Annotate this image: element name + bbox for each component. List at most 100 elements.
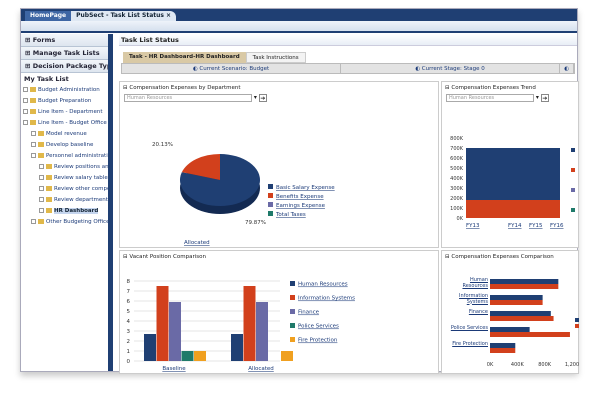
current-stage-link[interactable]: ◐ Current Stage: Stage 0	[341, 64, 560, 73]
expand-icon[interactable]	[23, 120, 28, 125]
expand-icon[interactable]	[23, 98, 28, 103]
tree-item[interactable]: Line Item - Budget Office	[21, 118, 108, 129]
accordion-forms[interactable]: ⊞ Forms	[21, 34, 108, 47]
x-tick[interactable]: FY15	[529, 223, 543, 229]
legend-swatch	[268, 202, 273, 207]
y-tick: 500K	[450, 166, 464, 172]
tree-item[interactable]: Budget Administration	[21, 85, 108, 96]
dropdown-row: Human Resources ▾ ➔	[120, 94, 438, 103]
legend-item[interactable]: Fire Protection	[298, 338, 338, 344]
expand-icon[interactable]	[39, 186, 44, 191]
tree-item[interactable]: Line Item - Department	[21, 107, 108, 118]
y-tick: 1	[127, 349, 131, 355]
x-tick[interactable]: Allocated	[248, 366, 274, 372]
tab-task-list-status[interactable]: PubSect - Task List Status ×	[71, 11, 177, 21]
expand-icon[interactable]	[31, 142, 36, 147]
tree-item[interactable]: Personnel administrative	[21, 151, 108, 162]
tree-item[interactable]: Review salary tables	[21, 173, 108, 184]
expand-icon[interactable]	[23, 87, 28, 92]
y-tick[interactable]: Police Services	[450, 325, 488, 331]
x-tick: 800K	[538, 362, 552, 368]
bar	[194, 351, 206, 361]
page-title: Task List Status	[119, 34, 577, 46]
legend-item[interactable]: Police Services	[298, 324, 339, 330]
expand-icon[interactable]	[23, 109, 28, 114]
panel-vacant-positions: ⊟ Vacant Position Comparison 0 1 2 3 4 5 6 7 8 Ba…	[119, 250, 439, 374]
title: Compensation Expenses Comparison	[451, 254, 554, 260]
folder-icon	[38, 153, 44, 158]
y-tick: 3	[127, 329, 131, 335]
department-dropdown[interactable]: Human Resources	[446, 94, 534, 102]
y-tick[interactable]: Fire Protection	[452, 341, 488, 347]
bar	[490, 295, 543, 300]
tree-item[interactable]: Other Budgeting Office ta	[21, 217, 108, 228]
chevron-down-icon[interactable]: ▾	[253, 94, 257, 101]
x-tick[interactable]: Baseline	[162, 366, 186, 372]
x-tick: 1,200	[565, 362, 579, 368]
accordion-decision-package-types[interactable]: ⊞ Decision Package Types	[21, 60, 108, 73]
expand-icon[interactable]	[31, 131, 36, 136]
y-tick[interactable]: Human Resources	[462, 277, 488, 289]
legend-item[interactable]: Earnings Expense	[276, 203, 326, 209]
tab-hr-dashboard[interactable]: Task - HR Dashboard-HR Dashboard	[123, 52, 246, 63]
tree-item[interactable]: Review department d	[21, 195, 108, 206]
more-status-icon[interactable]: ◐	[560, 64, 574, 73]
bar	[281, 351, 293, 361]
legend-item[interactable]: Total Taxes	[275, 212, 306, 218]
bar	[490, 332, 570, 337]
y-tick[interactable]: Finance	[468, 309, 488, 315]
legend-item[interactable]: Finance	[298, 310, 320, 316]
comparison-chart: 0K 400K 800K 1,200	[487, 279, 579, 368]
legend-item[interactable]: Information Systems	[298, 296, 355, 302]
status-bar: ◐ Current Scenario: Budget ◐ Current Sta…	[121, 63, 575, 74]
expand-icon[interactable]	[39, 175, 44, 180]
go-arrow-button[interactable]: ➔	[540, 94, 549, 102]
title: Compensation Expenses Trend	[451, 85, 536, 91]
panel-comp-comparison: ⊟ Compensation Expenses Comparison 0K 400…	[441, 250, 579, 374]
y-tick: 600K	[450, 156, 464, 162]
tab-homepage[interactable]: HomePage	[25, 11, 72, 21]
expand-icon[interactable]	[39, 208, 44, 213]
tree-item-label: Other Budgeting Office ta	[46, 219, 108, 225]
tree-item[interactable]: Review other compen	[21, 184, 108, 195]
task-tabs: Task - HR Dashboard-HR Dashboard Task In…	[119, 52, 577, 63]
tree-item[interactable]: Model revenue	[21, 129, 108, 140]
panel-title: ⊟ Compensation Expenses Trend	[445, 85, 536, 91]
my-task-list-heading: My Task List	[24, 75, 69, 83]
tab-task-instructions[interactable]: Task Instructions	[245, 52, 306, 63]
y-tick[interactable]: Information Systems	[459, 293, 488, 305]
legend-item[interactable]: Benefits Expense	[276, 194, 324, 200]
expand-icon[interactable]	[31, 219, 36, 224]
tree-item[interactable]: HR Dashboard	[21, 206, 108, 217]
expand-icon[interactable]	[39, 164, 44, 169]
y-tick: 800K	[450, 136, 464, 142]
toolbar	[21, 21, 577, 33]
folder-icon	[46, 175, 52, 180]
accordion-manage-task-lists[interactable]: ⊞ Manage Task Lists	[21, 47, 108, 60]
chevron-down-icon[interactable]: ▾	[535, 94, 539, 101]
tree-item[interactable]: Review positions and	[21, 162, 108, 173]
legend-swatch	[290, 309, 295, 314]
x-tick[interactable]: FY16	[550, 223, 564, 229]
tree-item[interactable]: Develop baseline	[21, 140, 108, 151]
x-tick[interactable]: FY13	[466, 223, 480, 229]
y-tick: 8	[127, 279, 131, 285]
legend-item[interactable]: Basic Salary Expense	[276, 185, 335, 191]
go-arrow-button[interactable]: ➔	[258, 94, 267, 102]
tree-item-label: Model revenue	[46, 131, 87, 137]
x-tick[interactable]: FY14	[508, 223, 522, 229]
legend-item[interactable]: Human Resources	[298, 282, 348, 288]
bar	[490, 327, 530, 332]
folder-icon	[30, 120, 36, 125]
department-dropdown[interactable]: Human Resources	[124, 94, 252, 102]
tree-item[interactable]: Budget Preparation	[21, 96, 108, 107]
y-tick: 0	[127, 359, 131, 365]
bar	[490, 316, 554, 321]
close-icon[interactable]: ×	[166, 12, 172, 19]
current-scenario-link[interactable]: ◐ Current Scenario: Budget	[122, 64, 341, 73]
folder-icon	[38, 142, 44, 147]
expand-icon[interactable]	[39, 197, 44, 202]
bar	[169, 302, 181, 361]
x-label-link[interactable]: Allocated	[184, 240, 210, 246]
expand-icon[interactable]	[31, 153, 36, 158]
